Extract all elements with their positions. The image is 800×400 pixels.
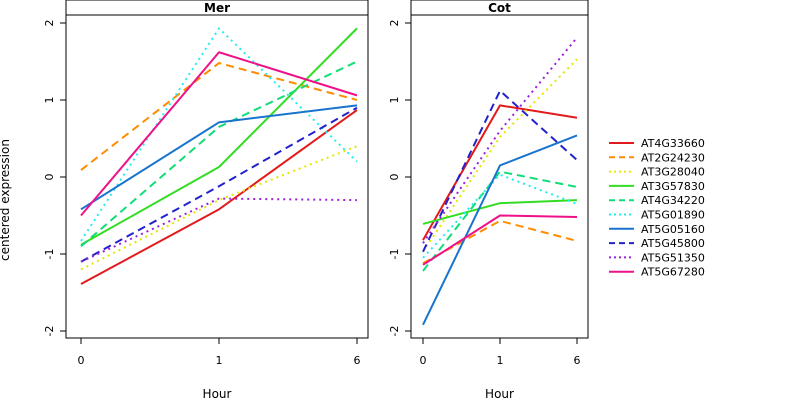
legend-label: AT5G51350 bbox=[641, 251, 705, 264]
panel-title: Mer bbox=[204, 1, 230, 15]
series-line-at4g34220 bbox=[80, 60, 358, 248]
legend-item: AT5G05160 bbox=[609, 223, 705, 236]
series-line-at5g51350 bbox=[80, 197, 358, 263]
series-line-at5g05160 bbox=[80, 104, 358, 211]
panel-cot: Cot -2 -1 0 1 2 0 1 6 Hour bbox=[388, 0, 589, 400]
panel-mer: Mer -2 -1 0 1 2 0 1 6 Hour bbox=[43, 0, 369, 400]
series-line-at3g28040 bbox=[80, 145, 358, 271]
y-tick-label: 0 bbox=[388, 174, 401, 181]
panels: Mer -2 -1 0 1 2 0 1 6 Hour Cot -2 -1 0 1 2 0 1 6 Hour bbox=[43, 0, 589, 400]
series-line-at2g24230 bbox=[80, 62, 358, 171]
series-line-at4g34220 bbox=[422, 170, 578, 272]
y-tick-label: 1 bbox=[43, 97, 56, 104]
series-line-at5g45800 bbox=[80, 106, 358, 263]
legend-label: AT2G24230 bbox=[641, 151, 705, 164]
legend-item: AT5G45800 bbox=[609, 237, 705, 250]
series-line-at2g24230 bbox=[422, 219, 578, 265]
series-line-at4g33660 bbox=[422, 104, 578, 241]
legend-item: AT3G28040 bbox=[609, 166, 705, 179]
y-tick-label: 2 bbox=[43, 20, 56, 27]
legend-item: AT5G01890 bbox=[609, 209, 705, 222]
series-line-at5g67280 bbox=[80, 51, 358, 217]
y-tick-label: -1 bbox=[388, 249, 401, 260]
legend-item: AT2G24230 bbox=[609, 151, 705, 164]
x-tick-label: 6 bbox=[354, 354, 361, 367]
legend-item: AT5G51350 bbox=[609, 251, 705, 264]
legend-item: AT3G57830 bbox=[609, 180, 705, 193]
x-tick-label: 1 bbox=[216, 354, 223, 367]
series-line-at3g28040 bbox=[422, 58, 578, 253]
series-line-at5g01890 bbox=[422, 173, 578, 259]
legend-label: AT5G45800 bbox=[641, 237, 705, 250]
legend-label: AT3G28040 bbox=[641, 166, 705, 179]
y-tick-label: 1 bbox=[388, 97, 401, 104]
panel-title: Cot bbox=[488, 1, 511, 15]
y-tick-label: -2 bbox=[388, 326, 401, 337]
series-line-at3g57830 bbox=[422, 199, 578, 225]
x-tick-label: 0 bbox=[78, 354, 85, 367]
series-line-at5g67280 bbox=[422, 214, 578, 266]
legend-label: AT4G33660 bbox=[641, 137, 705, 150]
x-tick-label: 0 bbox=[420, 354, 427, 367]
series-line-at5g05160 bbox=[422, 134, 578, 326]
legend-label: AT4G34220 bbox=[641, 194, 705, 207]
series-line-at4g33660 bbox=[80, 109, 358, 285]
panel-title-strip bbox=[410, 0, 589, 16]
y-tick-label: -1 bbox=[43, 249, 56, 260]
series-line-at5g51350 bbox=[422, 36, 578, 244]
legend-item: AT4G33660 bbox=[609, 137, 705, 150]
y-tick-label: 2 bbox=[388, 20, 401, 27]
x-axis-title: Hour bbox=[203, 387, 232, 400]
x-tick-label: 6 bbox=[574, 354, 581, 367]
plot-frame bbox=[410, 14, 589, 339]
legend-item: AT5G67280 bbox=[609, 266, 705, 279]
legend-label: AT3G57830 bbox=[641, 180, 705, 193]
legend-label: AT5G67280 bbox=[641, 266, 705, 279]
y-tick-label: -2 bbox=[43, 326, 56, 337]
x-tick-label: 1 bbox=[497, 354, 504, 367]
y-tick-label: 0 bbox=[43, 174, 56, 181]
series-line-at5g45800 bbox=[422, 89, 578, 253]
panel-title-strip bbox=[65, 0, 369, 16]
legend-label: AT5G05160 bbox=[641, 223, 705, 236]
legend-item: AT4G34220 bbox=[609, 194, 705, 207]
series-line-at3g57830 bbox=[80, 27, 358, 246]
y-axis-title: centered expression bbox=[0, 139, 12, 261]
series-line-at5g01890 bbox=[80, 27, 358, 242]
x-axis-title: Hour bbox=[485, 387, 514, 400]
legend-label: AT5G01890 bbox=[641, 209, 705, 222]
